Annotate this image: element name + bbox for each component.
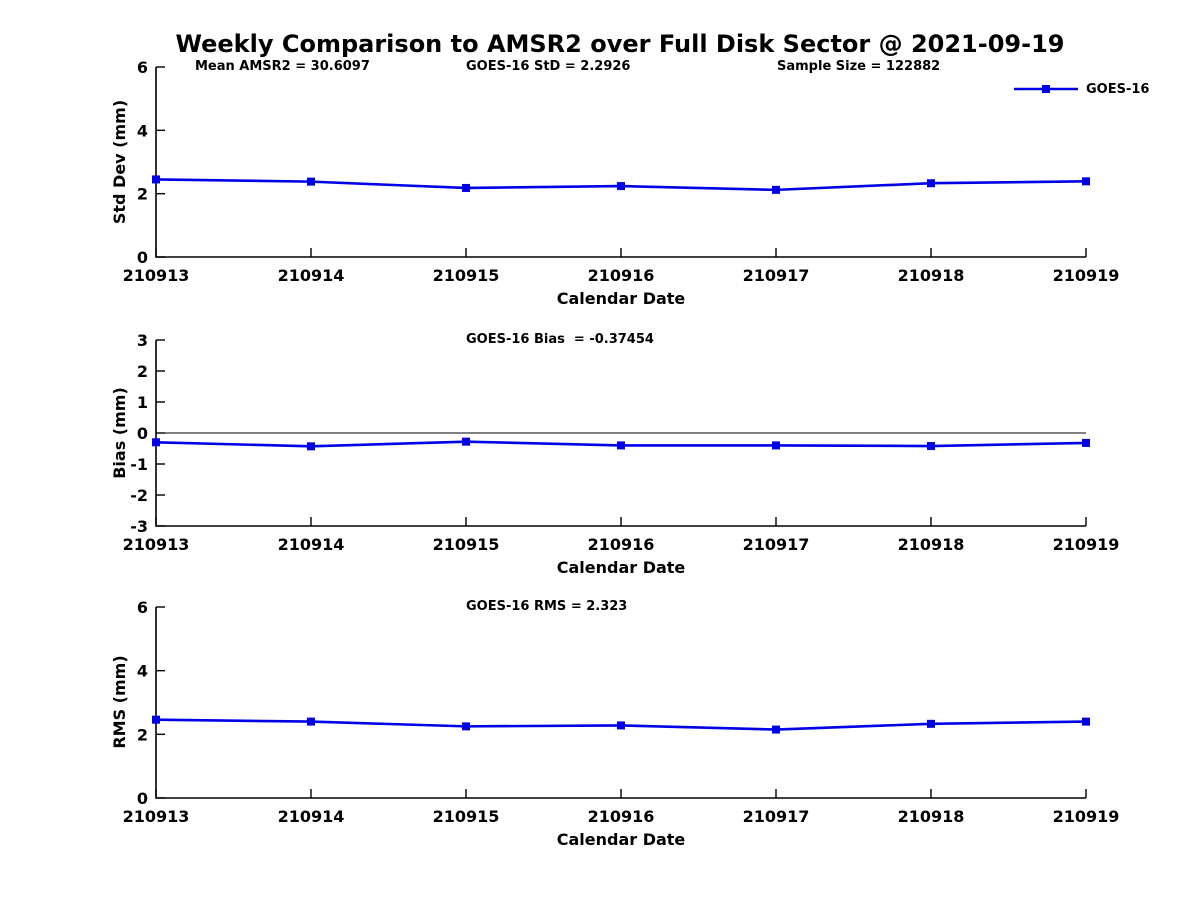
data-point-marker: [772, 185, 780, 194]
y-tick-label: 6: [137, 58, 148, 77]
y-tick-label: 2: [137, 362, 148, 381]
data-point-marker: [307, 442, 315, 451]
ylabel-rms: RMS (mm): [110, 655, 129, 749]
x-tick-label: 210916: [588, 807, 655, 826]
annotation-goes16-std: GOES-16 StD = 2.2926: [466, 59, 631, 74]
y-tick-label: -3: [130, 517, 148, 536]
data-point-marker: [772, 441, 780, 450]
x-tick-label: 210913: [123, 266, 190, 285]
xlabel-chart-bias: Calendar Date: [556, 558, 686, 577]
y-tick-label: 2: [137, 185, 148, 204]
data-point-marker: [1082, 438, 1090, 447]
chart-rms: 0 2 4 6 210913 210914 210915 210916 210917 210918…: [123, 598, 1120, 826]
x-tick-label: 210916: [588, 266, 655, 285]
data-point-marker: [772, 725, 780, 734]
chart-std-dev: 0 2 4 6 210913 210914 210915 210916 210917 210918…: [123, 58, 1120, 285]
data-point-marker: [152, 715, 160, 724]
x-tick-label: 210917: [743, 535, 810, 554]
legend-label-goes16: GOES-16: [1086, 82, 1150, 97]
annotation-mean-amsr2: Mean AMSR2 = 30.6097: [195, 59, 370, 74]
y-tick-label: 0: [137, 248, 148, 267]
data-point-marker: [462, 722, 470, 731]
x-tick-label: 210918: [898, 535, 965, 554]
y-tick-label: 3: [137, 331, 148, 350]
x-tick-label: 210915: [433, 807, 500, 826]
data-point-marker: [927, 442, 935, 451]
data-point-marker: [462, 437, 470, 446]
xlabel-chart-std-dev: Calendar Date: [556, 289, 686, 308]
x-tick-label: 210919: [1053, 807, 1120, 826]
axes-lines: [155, 67, 1086, 258]
x-tick-label: 210915: [433, 266, 500, 285]
legend-marker-square: [1042, 85, 1050, 93]
x-tick-label: 210915: [433, 535, 500, 554]
x-tick-label: 210919: [1053, 266, 1120, 285]
y-tick-label: 2: [137, 725, 148, 744]
xlabel-chart-rms: Calendar Date: [556, 830, 686, 849]
y-tick-label: 4: [137, 121, 148, 140]
figure-title: Weekly Comparison to AMSR2 over Full Dis…: [175, 30, 1065, 58]
y-tick-label: 0: [137, 424, 148, 443]
data-point-marker: [462, 183, 470, 192]
x-tick-label: 210914: [278, 266, 345, 285]
legend: [1014, 85, 1078, 93]
data-point-marker: [927, 179, 935, 188]
x-tick-label: 210914: [278, 807, 345, 826]
x-tick-label: 210913: [123, 535, 190, 554]
annotation-goes16-bias: GOES-16 Bias = -0.37454: [466, 332, 654, 347]
y-tick-label: 4: [137, 662, 148, 681]
x-tick-label: 210917: [743, 266, 810, 285]
x-tick-label: 210918: [898, 266, 965, 285]
data-point-marker: [617, 182, 625, 191]
y-tick-label: -2: [130, 486, 148, 505]
data-point-marker: [152, 175, 160, 184]
annotation-sample-size: Sample Size = 122882: [777, 59, 941, 74]
data-point-marker: [1082, 717, 1090, 726]
data-point-marker: [927, 719, 935, 728]
y-tick-label: 0: [137, 789, 148, 808]
data-point-marker: [617, 441, 625, 450]
x-tick-label: 210914: [278, 535, 345, 554]
y-tick-label: -1: [130, 455, 148, 474]
x-tick-label: 210916: [588, 535, 655, 554]
y-tick-label: 6: [137, 598, 148, 617]
data-point-marker: [617, 721, 625, 730]
x-tick-label: 210919: [1053, 535, 1120, 554]
data-point-marker: [152, 438, 160, 447]
x-tick-label: 210917: [743, 807, 810, 826]
y-tick-label: 1: [137, 393, 148, 412]
data-point-marker: [307, 717, 315, 726]
ylabel-std-dev: Std Dev (mm): [110, 99, 129, 225]
x-tick-label: 210913: [123, 807, 190, 826]
data-point-marker: [1082, 177, 1090, 186]
x-tick-label: 210918: [898, 807, 965, 826]
ylabel-bias: Bias (mm): [110, 387, 129, 479]
axes-lines: [155, 607, 1086, 799]
data-point-marker: [307, 177, 315, 186]
annotation-goes16-rms: GOES-16 RMS = 2.323: [466, 599, 628, 614]
